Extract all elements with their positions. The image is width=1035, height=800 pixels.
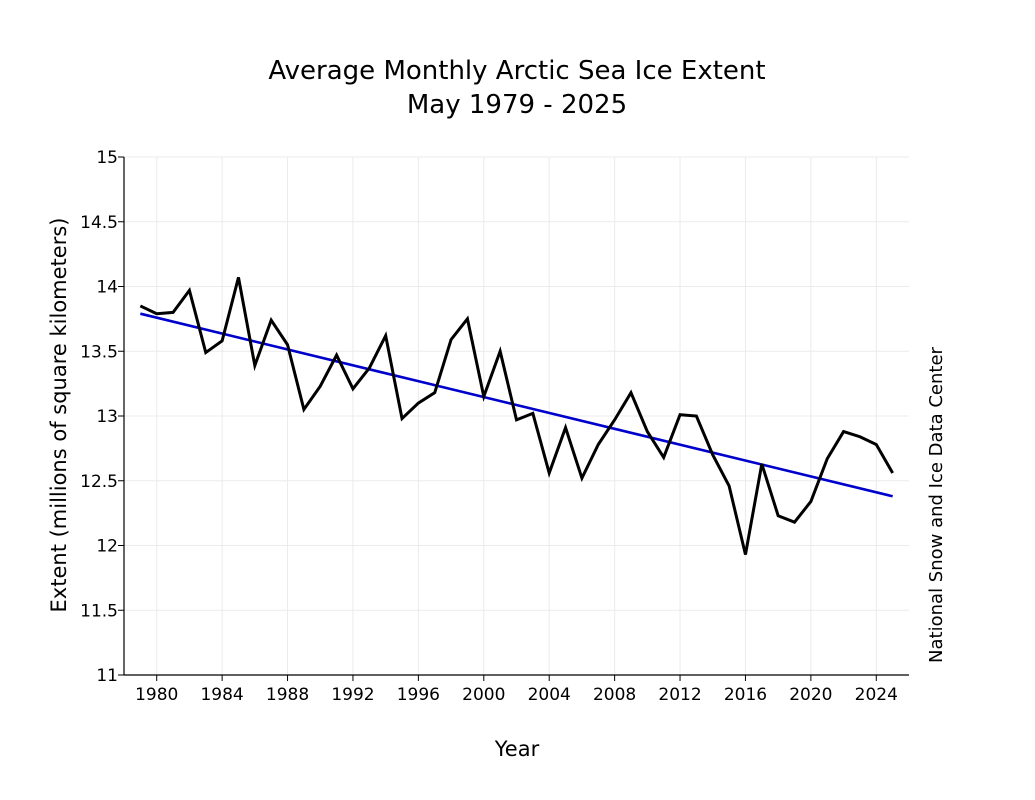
extent-point-2003 [531, 411, 535, 415]
extent-point-1985 [236, 275, 240, 279]
extent-point-2008 [613, 418, 617, 422]
axes [118, 156, 909, 681]
x-tick-label: 2012 [658, 685, 701, 705]
chart-subtitle: May 1979 - 2025 [407, 90, 627, 120]
extent-point-2011 [662, 455, 666, 459]
x-tick-label: 2020 [789, 685, 832, 705]
extent-point-2012 [678, 413, 682, 417]
extent-point-2020 [809, 499, 813, 503]
extent-point-1984 [220, 339, 224, 343]
extent-point-2021 [825, 457, 829, 461]
extent-point-2006 [580, 476, 584, 480]
y-tick-label: 13 [96, 407, 118, 427]
x-tick-label: 1980 [135, 685, 178, 705]
extent-point-2007 [596, 442, 600, 446]
extent-point-1994 [384, 334, 388, 338]
trend-line [140, 312, 893, 498]
y-tick-label: 14.5 [80, 213, 118, 233]
extent-point-1996 [416, 401, 420, 405]
x-tick-label: 2024 [855, 685, 898, 705]
y-tick-label: 11 [96, 666, 118, 686]
y-tick-label: 11.5 [80, 601, 118, 621]
x-tick-label: 1996 [397, 685, 440, 705]
y-tick-label: 14 [96, 278, 118, 298]
extent-point-1980 [155, 312, 159, 316]
extent-point-1988 [286, 343, 290, 347]
extent-point-2015 [727, 484, 731, 488]
extent-point-1993 [367, 366, 371, 370]
y-tick-labels: 11 11.5 12 12.5 13 13.5 14 14.5 15 [80, 148, 118, 686]
extent-line [139, 277, 894, 555]
extent-point-2004 [547, 471, 551, 475]
series [138, 275, 895, 557]
extent-point-1995 [400, 417, 404, 421]
y-tick-label: 12 [96, 537, 118, 557]
extent-point-2016 [743, 553, 747, 557]
x-tick-label: 2008 [593, 685, 636, 705]
extent-point-2023 [858, 435, 862, 439]
extent-point-1982 [187, 288, 191, 292]
x-tick-label: 1984 [200, 685, 243, 705]
x-tick-label: 2016 [724, 685, 767, 705]
source-credit: National Snow and Ice Data Center [926, 346, 947, 662]
y-axis-title: Extent (millions of square kilometers) [47, 218, 71, 613]
extent-point-2022 [842, 430, 846, 434]
extent-point-2013 [694, 414, 698, 418]
y-tick-label: 13.5 [80, 342, 118, 362]
extent-point-2018 [776, 514, 780, 518]
x-tick-label: 1992 [331, 685, 374, 705]
y-tick-label: 15 [96, 148, 118, 168]
extent-point-2002 [515, 418, 519, 422]
extent-point-2000 [482, 395, 486, 399]
extent-point-1979 [138, 304, 142, 308]
x-tick-label: 1988 [266, 685, 309, 705]
extent-point-1981 [171, 310, 175, 314]
x-tick-labels: 1980 1984 1988 1992 1996 2000 2004 2008 2012 2016… [135, 685, 898, 705]
extent-point-1990 [318, 384, 322, 388]
chart-title: Average Monthly Arctic Sea Ice Extent [268, 56, 765, 86]
extent-point-1983 [204, 351, 208, 355]
extent-point-1989 [302, 408, 306, 412]
x-tick-label: 2000 [462, 685, 505, 705]
extent-point-1987 [269, 318, 273, 322]
extent-point-2017 [760, 462, 764, 466]
extent-point-1991 [335, 353, 339, 357]
extent-point-1997 [433, 391, 437, 395]
extent-point-2014 [711, 453, 715, 457]
extent-point-2005 [564, 426, 568, 430]
extent-point-2009 [629, 391, 633, 395]
extent-point-1992 [351, 387, 355, 391]
extent-point-1999 [465, 317, 469, 321]
extent-point-2010 [645, 430, 649, 434]
extent-point-2025 [891, 471, 895, 475]
extent-point-1998 [449, 338, 453, 342]
x-tick-label: 2004 [528, 685, 571, 705]
extent-point-2019 [793, 520, 797, 524]
extent-point-1986 [253, 363, 257, 367]
y-tick-label: 12.5 [80, 472, 118, 492]
x-axis-title: Year [494, 737, 540, 761]
extent-point-2024 [874, 442, 878, 446]
extent-point-2001 [498, 349, 502, 353]
